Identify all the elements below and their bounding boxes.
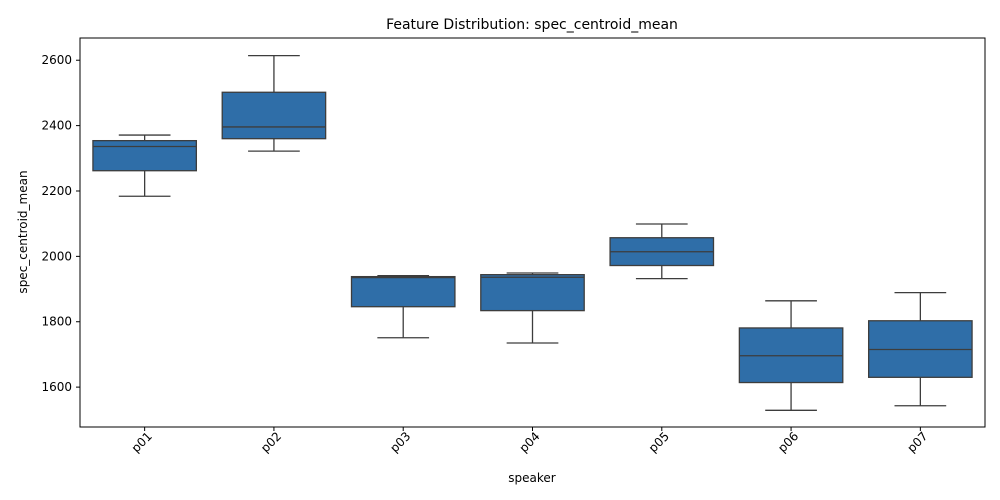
y-tick-label: 1800 [41, 315, 72, 329]
y-axis-label: spec_centroid_mean [16, 170, 30, 293]
chart-title: Feature Distribution: spec_centroid_mean [386, 17, 678, 33]
x-tick-label: p03 [387, 429, 413, 455]
box-p01 [92, 139, 198, 172]
y-tick-label: 2200 [41, 184, 72, 198]
plot-area: 1600 1800 2000 2200 2400 2600 p01 p02 p03 p04 p05 p… [41, 37, 986, 455]
box-p02 [221, 91, 327, 140]
x-tick-label: p02 [258, 429, 284, 455]
box-p03 [350, 275, 456, 308]
y-tick-label: 2600 [41, 53, 72, 67]
x-tick-label: p01 [129, 429, 155, 455]
plot-frame [79, 37, 986, 428]
x-axis-label: speaker [508, 471, 556, 485]
x-tick-label: p07 [904, 429, 930, 455]
y-tick-label: 1600 [41, 380, 72, 394]
x-tick-label: p05 [646, 429, 672, 455]
x-tick-label: p04 [517, 429, 543, 455]
x-tick-label: p06 [775, 429, 801, 455]
box-p04 [480, 274, 585, 312]
y-tick-label: 2000 [41, 249, 72, 263]
y-tick-label: 2400 [41, 119, 72, 133]
